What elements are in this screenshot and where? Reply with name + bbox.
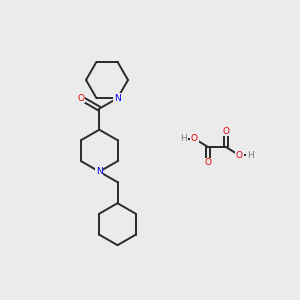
Text: O: O (222, 127, 230, 136)
Text: O: O (236, 151, 243, 160)
Text: N: N (114, 94, 121, 103)
Text: H: H (247, 151, 254, 160)
Text: O: O (205, 158, 212, 167)
Text: H: H (181, 134, 187, 143)
Text: N: N (96, 167, 103, 176)
Text: O: O (191, 134, 198, 143)
Text: O: O (78, 94, 85, 103)
